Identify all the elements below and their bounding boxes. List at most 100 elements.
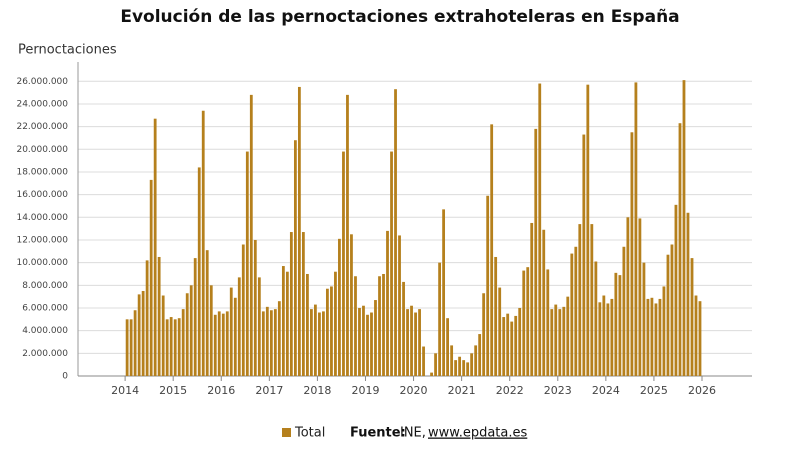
x-tick-label: 2026 (688, 384, 716, 397)
bar (245, 151, 249, 376)
bar (658, 298, 662, 376)
bar (686, 212, 690, 376)
bar (554, 304, 558, 376)
source-link: www.epdata.es (428, 426, 527, 441)
bar (474, 345, 478, 376)
bar (442, 209, 446, 376)
bar (149, 179, 153, 376)
y-tick-label: 24.000.000 (16, 99, 68, 109)
bar (550, 309, 554, 376)
bar (374, 300, 377, 376)
x-tick-label: 2018 (303, 384, 331, 397)
bar (602, 295, 606, 376)
bar (309, 309, 313, 376)
bar (682, 80, 686, 377)
bar (454, 360, 458, 376)
bar (129, 319, 133, 376)
x-tick-label: 2016 (207, 384, 235, 397)
x-tick-label: 2020 (400, 384, 428, 397)
bar (281, 266, 285, 376)
bar (394, 89, 397, 376)
bar (301, 232, 305, 376)
bar (189, 285, 193, 376)
bar (574, 246, 578, 376)
bar (486, 195, 490, 376)
bar (306, 273, 309, 376)
y-tick-label: 12.000.000 (16, 235, 68, 245)
bar (590, 224, 594, 376)
bar (650, 297, 654, 376)
y-tick-label: 10.000.000 (16, 258, 68, 268)
bar (662, 286, 666, 376)
bar (434, 353, 437, 376)
legend-label: Total (294, 426, 325, 441)
bar (406, 309, 409, 376)
bar (586, 84, 590, 376)
bar (342, 151, 345, 376)
bar (678, 123, 682, 376)
bar (265, 306, 269, 376)
bar (249, 94, 253, 376)
bar (438, 262, 442, 376)
bar (634, 82, 638, 377)
bar (418, 309, 421, 376)
bar (622, 246, 626, 376)
bar (530, 222, 534, 376)
y-tick-label: 4.000.000 (22, 326, 68, 336)
bar (618, 275, 622, 376)
x-tick-label: 2019 (351, 384, 379, 397)
bar (185, 293, 189, 376)
bar (466, 362, 470, 376)
bar (362, 305, 365, 376)
bar (494, 256, 498, 376)
bar (410, 305, 413, 376)
bar (578, 224, 582, 376)
x-tick-label: 2025 (640, 384, 668, 397)
bar (197, 167, 201, 376)
y-tick-label: 0 (62, 372, 68, 382)
bar (594, 261, 598, 376)
bar (289, 232, 293, 376)
bar (402, 281, 405, 376)
source-name: INE, (400, 426, 426, 441)
x-tick-label: 2022 (496, 384, 524, 397)
y-tick-label: 16.000.000 (16, 190, 68, 200)
x-tick-label: 2021 (448, 384, 476, 397)
bar (538, 83, 542, 376)
bar (153, 118, 157, 376)
bar (694, 295, 698, 376)
bar (558, 309, 562, 376)
bar (273, 309, 277, 376)
y-tick-label: 14.000.000 (16, 213, 68, 223)
bar (610, 298, 614, 376)
bar (626, 217, 630, 376)
bar (518, 307, 522, 376)
bar (181, 309, 185, 376)
y-tick-label: 2.000.000 (22, 349, 68, 359)
bar (646, 298, 650, 376)
bar (366, 314, 369, 376)
y-tick-label: 6.000.000 (22, 303, 68, 313)
bar (522, 270, 526, 376)
bar (502, 317, 506, 376)
bar (630, 132, 634, 376)
bar (698, 301, 702, 376)
bar (253, 239, 257, 376)
bar (422, 346, 425, 376)
legend-swatch (282, 428, 291, 437)
bar (330, 286, 333, 376)
source-label: Fuente: (350, 426, 406, 441)
bar (654, 303, 658, 376)
chart-title: Evolución de las pernoctaciones extrahot… (120, 7, 679, 27)
bar (534, 128, 538, 376)
x-tick-label: 2014 (111, 384, 139, 397)
bar (666, 254, 670, 376)
bar (370, 312, 373, 376)
bar (233, 297, 237, 376)
bar (482, 293, 486, 376)
bar (213, 314, 217, 376)
bar (490, 124, 494, 376)
bar (414, 312, 417, 376)
bar (570, 253, 574, 376)
